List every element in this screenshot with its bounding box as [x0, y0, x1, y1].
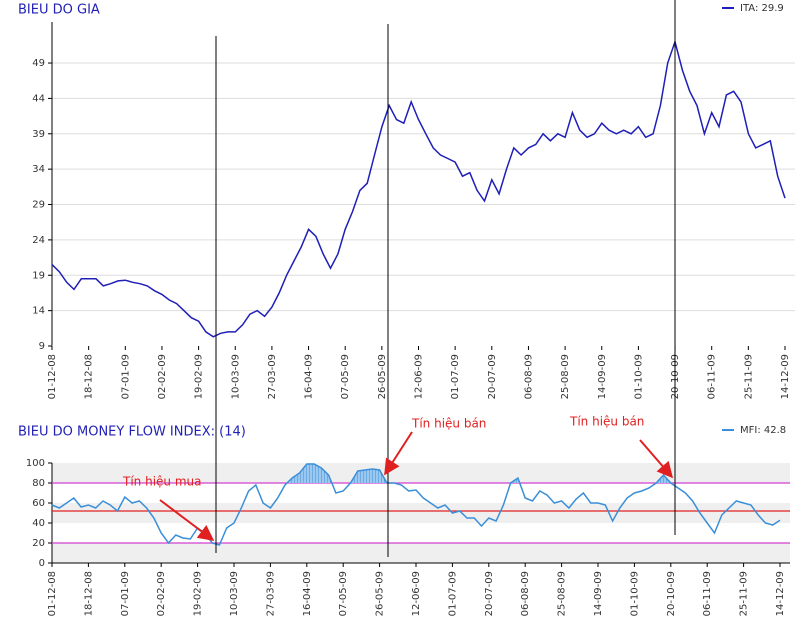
x-tick-label: 25-11-09 — [743, 354, 754, 399]
x-tick-label: 01-10-09 — [633, 354, 644, 399]
x-tick-label: 07-05-09 — [338, 571, 349, 616]
x-tick-label: 20-07-09 — [484, 571, 495, 616]
y-tick-label: 20 — [32, 538, 45, 549]
x-tick-label: 02-02-09 — [157, 354, 168, 399]
x-tick-label: 02-02-09 — [156, 571, 167, 616]
x-tick-label: 16-04-09 — [302, 571, 313, 616]
x-tick-label: 16-04-09 — [304, 354, 315, 399]
x-tick-label: 14-09-09 — [597, 354, 608, 399]
y-tick-label: 0 — [39, 558, 45, 569]
x-tick-label: 14-12-09 — [780, 354, 791, 399]
y-tick-label: 24 — [32, 235, 45, 246]
legend-label: MFI: 42.8 — [740, 425, 786, 436]
y-tick-label: 19 — [32, 270, 45, 281]
x-tick-label: 10-03-09 — [229, 571, 240, 616]
x-tick-label: 10-03-09 — [230, 354, 241, 399]
series-line — [51, 463, 781, 546]
annotation: Tín hiệu bán — [411, 417, 486, 431]
x-tick-label: 12-06-09 — [414, 354, 425, 399]
x-tick-label: 25-08-09 — [557, 571, 568, 616]
plot-band — [52, 543, 790, 563]
arrow — [159, 499, 215, 541]
x-tick-label: 27-03-09 — [265, 571, 276, 616]
y-tick-label: 40 — [32, 518, 45, 529]
y-tick-label: 34 — [32, 164, 45, 175]
series-line — [51, 39, 786, 338]
x-tick-label: 26-05-09 — [377, 354, 388, 399]
x-tick-label: 01-07-09 — [447, 571, 458, 616]
x-tick-label: 20-10-09 — [666, 571, 677, 616]
x-tick-label: 26-05-09 — [375, 571, 386, 616]
y-tick-label: 60 — [32, 498, 45, 509]
x-tick-label: 01-07-09 — [450, 354, 461, 399]
x-tick-label: 14-12-09 — [775, 571, 786, 616]
x-tick-label: 06-08-09 — [520, 571, 531, 616]
y-tick-label: 80 — [32, 478, 45, 489]
x-tick-label: 18-12-08 — [84, 354, 95, 399]
annotation: Tín hiệu mua — [122, 475, 201, 489]
chart-title: BIEU DO MONEY FLOW INDEX: (14) — [18, 425, 246, 440]
y-tick-label: 14 — [32, 306, 45, 317]
x-tick-label: 06-11-09 — [707, 354, 718, 399]
x-tick-label: 06-11-09 — [702, 571, 713, 616]
x-tick-label: 19-02-09 — [193, 571, 204, 616]
x-tick-label: 14-09-09 — [593, 571, 604, 616]
x-tick-label: 06-08-09 — [523, 354, 534, 399]
y-tick-label: 100 — [26, 458, 45, 469]
x-tick-label: 25-08-09 — [560, 354, 571, 399]
x-tick-label: 07-05-09 — [340, 354, 351, 399]
plot-band — [52, 503, 790, 523]
y-tick-label: 44 — [32, 93, 45, 104]
chart-title: BIEU DO GIA — [18, 3, 100, 18]
arrow — [384, 431, 413, 476]
x-tick-label: 20-07-09 — [487, 354, 498, 399]
x-tick-label: 01-10-09 — [629, 571, 640, 616]
x-tick-label: 27-03-09 — [267, 354, 278, 399]
y-tick-label: 9 — [39, 341, 45, 352]
y-tick-label: 49 — [32, 58, 45, 69]
x-tick-label: 19-02-09 — [194, 354, 205, 399]
x-tick-label: 12-06-09 — [411, 571, 422, 616]
arrow — [639, 439, 674, 479]
x-tick-label: 01-12-08 — [47, 571, 58, 616]
x-tick-label: 18-12-08 — [83, 571, 94, 616]
x-tick-label: 07-01-09 — [120, 571, 131, 616]
plot-band — [52, 463, 790, 483]
annotation: Tín hiệu bán — [569, 415, 644, 429]
x-tick-label: 01-12-08 — [47, 354, 58, 399]
x-tick-label: 25-11-09 — [739, 571, 750, 616]
x-tick-label: 07-01-09 — [120, 354, 131, 399]
x-tick-label: 20-10-09 — [670, 354, 681, 399]
y-tick-label: 29 — [32, 200, 45, 211]
legend-label: ITA: 29.9 — [740, 3, 784, 14]
y-tick-label: 39 — [32, 129, 45, 140]
